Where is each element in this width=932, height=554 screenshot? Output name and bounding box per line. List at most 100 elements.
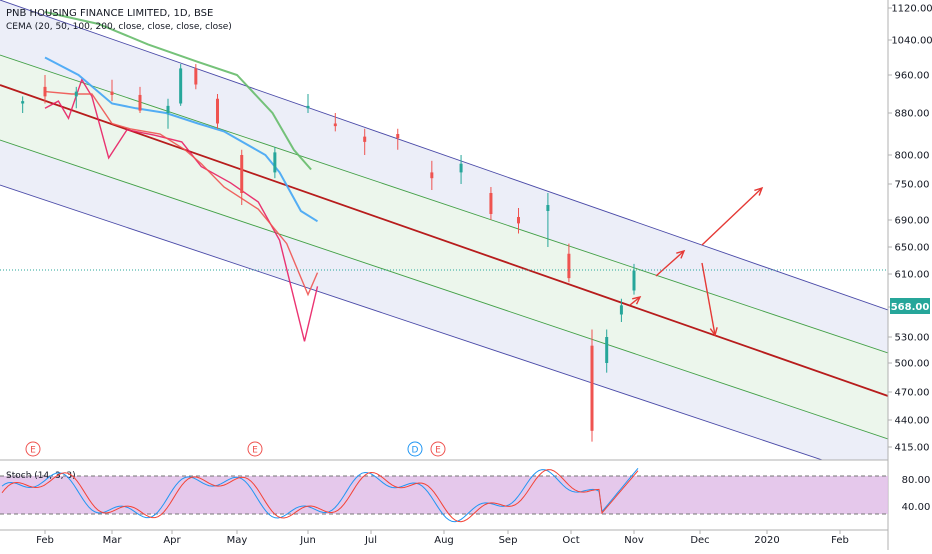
- stochastic-pane: Stoch (14, 3, 3) 80.00 40.00: [0, 467, 931, 523]
- price-tick-label: 500.00: [895, 359, 930, 370]
- dividend-marker[interactable]: D: [407, 441, 423, 457]
- last-price-badge: 568.00: [890, 298, 930, 314]
- arrow-to-upper-channel: [655, 250, 685, 277]
- stoch-k-line: [1, 467, 639, 523]
- candle: [21, 96, 25, 113]
- candle-body: [21, 101, 25, 104]
- channel-middle-fill: [0, 55, 888, 439]
- event-marker-label: E: [30, 446, 36, 456]
- candle-body: [567, 253, 571, 279]
- candle-body: [546, 205, 550, 211]
- event-marker-circle: [407, 441, 423, 457]
- ema-line-4: [44, 11, 312, 171]
- candle: [138, 86, 142, 113]
- channel-lower-fill: [0, 140, 888, 460]
- arrow-to-midline-head: [709, 327, 718, 337]
- projection-arrows: [629, 186, 764, 337]
- event-marker-label: E: [435, 446, 441, 456]
- candle: [306, 94, 310, 113]
- arrow-bounce-head: [632, 295, 642, 305]
- stoch-band: [0, 476, 888, 514]
- arrow-breakout: [701, 187, 763, 246]
- candle-body: [216, 98, 219, 124]
- channel-upper-inner-line: [0, 54, 888, 354]
- candle-body: [306, 105, 310, 109]
- time-tick-label: Mar: [103, 535, 123, 546]
- time-tick-label: Nov: [624, 535, 644, 546]
- candle-body: [605, 337, 609, 363]
- time-axis: Feb Mar Apr May Jun Jul Aug Sep Oct Nov Dec 2020 Feb: [36, 530, 849, 546]
- indicator-label: CEMA (20, 50, 100, 200, close, close, cl…: [6, 22, 232, 32]
- price-tick-label: 750.00: [895, 180, 930, 191]
- ema-lines: [44, 11, 319, 342]
- event-marker-circle: [430, 441, 446, 457]
- candle: [110, 79, 114, 102]
- candle-body: [590, 345, 594, 431]
- time-tick-label: Sep: [499, 535, 518, 546]
- arrow-to-upper-channel-head: [676, 249, 686, 259]
- stoch-d-line: [1, 469, 639, 523]
- channel-midline: [0, 84, 888, 397]
- candle: [459, 155, 463, 184]
- candle: [517, 208, 520, 234]
- time-tick-label: Feb: [36, 535, 54, 546]
- legend: PNB HOUSING FINANCE LIMITED, 1D, BSE CEM…: [6, 8, 232, 32]
- time-tick-label: Jul: [364, 535, 377, 546]
- candle-body: [110, 91, 114, 95]
- candle: [74, 86, 78, 109]
- candle: [619, 298, 623, 322]
- price-tick-label: 415.00: [895, 443, 930, 454]
- regression-channel: [0, 0, 888, 460]
- ema-line-3: [44, 56, 319, 223]
- earnings-marker[interactable]: E: [25, 441, 41, 457]
- channel-upper-outer-line: [0, 0, 888, 311]
- earnings-marker[interactable]: E: [430, 441, 446, 457]
- price-tick-label: 650.00: [895, 243, 930, 254]
- price-tick-label: 690.00: [895, 216, 930, 227]
- candle-body: [619, 305, 623, 315]
- price-tick-label: 800.00: [895, 151, 930, 162]
- candle: [430, 160, 434, 190]
- candle: [590, 329, 594, 442]
- price-tick-label: 470.00: [895, 388, 930, 399]
- candle: [567, 243, 571, 283]
- price-tick-label: 610.00: [895, 270, 930, 281]
- time-tick-label: Apr: [163, 535, 181, 546]
- candle-body: [517, 217, 520, 224]
- last-price-badge-bg: [890, 298, 930, 314]
- candle-body: [632, 270, 636, 291]
- candle: [605, 329, 609, 373]
- time-tick-label: Jun: [299, 535, 316, 546]
- candle-body: [489, 193, 493, 214]
- time-tick-label: Oct: [562, 535, 579, 546]
- candle: [194, 64, 198, 90]
- channel-lower-outer-line: [0, 184, 824, 460]
- time-tick-label: Feb: [831, 535, 849, 546]
- price-tick-label: 1120.00: [891, 4, 932, 15]
- candle-body: [240, 155, 244, 193]
- candle-body: [459, 163, 463, 173]
- price-tick-label: 880.00: [895, 109, 930, 120]
- candle: [273, 147, 277, 179]
- price-tick-label: 960.00: [895, 71, 930, 82]
- stoch-tick-40: 40.00: [902, 502, 931, 513]
- candle: [179, 64, 183, 106]
- channel-upper-fill: [0, 0, 888, 353]
- candle: [489, 187, 493, 220]
- candle-body: [194, 68, 198, 85]
- candle-body: [43, 86, 47, 97]
- event-marker-label: D: [412, 446, 419, 456]
- arrow-bounce: [629, 296, 641, 306]
- candle-body: [179, 68, 183, 104]
- earnings-marker[interactable]: E: [247, 441, 263, 457]
- candle-body: [74, 91, 78, 97]
- ema-line-2: [44, 90, 319, 297]
- time-tick-label: 2020: [754, 535, 779, 546]
- chart-title: PNB HOUSING FINANCE LIMITED, 1D, BSE: [6, 8, 213, 19]
- candle: [546, 193, 550, 247]
- candle: [43, 75, 47, 104]
- candle-body: [396, 134, 400, 139]
- candle-body: [138, 94, 142, 111]
- candles: [21, 64, 636, 442]
- price-tick-label: 440.00: [895, 416, 930, 427]
